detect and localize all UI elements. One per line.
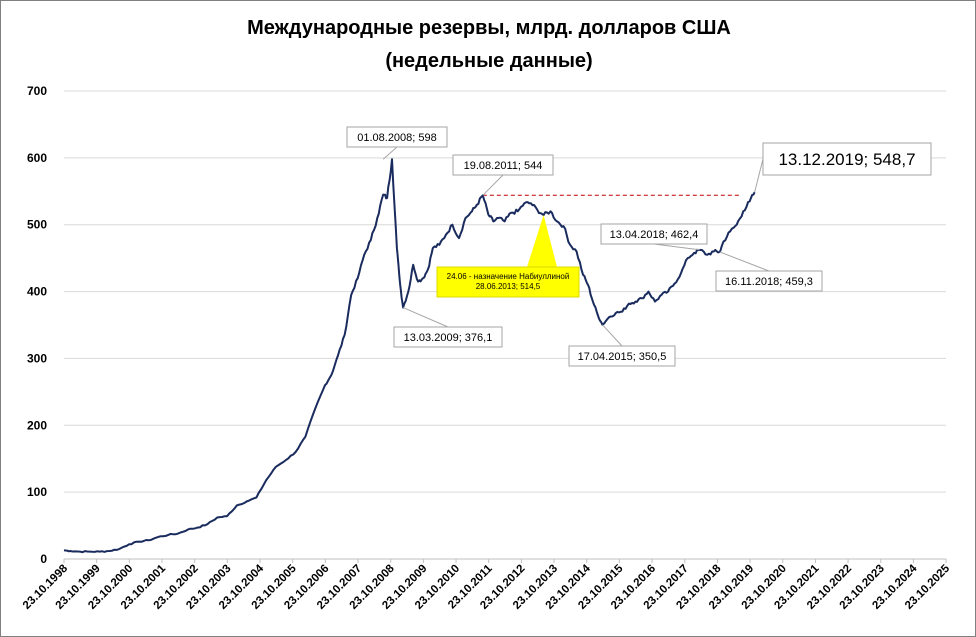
y-axis-ticks: 0 100 200 300 400 500 600 700	[27, 84, 47, 566]
series-line	[63, 158, 756, 554]
callout-box	[762, 142, 932, 176]
callout-label: 24.06 - назначение Набиуллиной	[447, 272, 570, 281]
callout-leader	[653, 243, 701, 251]
callout-box	[436, 266, 580, 298]
callout-leader	[602, 324, 623, 347]
y-tick-label: 300	[27, 351, 47, 365]
chart-title-line-1: Международные резервы, млрд. долларов СШ…	[247, 17, 731, 39]
series-lines	[63, 158, 756, 554]
y-tick-label: 600	[27, 151, 47, 165]
y-tick-label: 400	[27, 285, 47, 299]
callout-label: 13.04.2018; 462,4	[610, 229, 699, 241]
callout: 19.08.2011; 544	[452, 154, 554, 196]
callout: 13.04.2018; 462,4	[600, 223, 708, 251]
callout: 01.08.2008; 598	[346, 126, 448, 160]
callout-label: 13.03.2009; 376,1	[404, 332, 493, 344]
callout-leader	[719, 251, 770, 272]
callout-label: 28.06.2013; 514,5	[476, 282, 541, 291]
chart-title-line-2: (недельные данные)	[385, 50, 592, 72]
y-tick-label: 0	[40, 552, 47, 566]
callout-leader	[754, 158, 764, 193]
callout-label: 01.08.2008; 598	[357, 132, 437, 144]
y-tick-label: 200	[27, 418, 47, 432]
callout-box	[452, 154, 554, 176]
callout-box	[715, 270, 823, 292]
callout: 16.11.2018; 459,3	[715, 251, 823, 292]
callouts: 01.08.2008; 598 19.08.2011; 544 13.03.2009…	[346, 126, 932, 367]
y-tick-label: 100	[27, 485, 47, 499]
callout-label: 16.11.2018; 459,3	[725, 276, 813, 288]
callout-pointer	[527, 215, 557, 267]
callout-label: 19.08.2011; 544	[464, 160, 543, 172]
callout-box	[346, 126, 448, 148]
y-tick-label: 500	[27, 218, 47, 232]
callout-box	[393, 326, 503, 348]
callout-box	[568, 345, 676, 367]
callout: 24.06 - назначение Набиуллиной28.06.2013…	[436, 215, 580, 298]
callout-leader	[402, 307, 449, 328]
callout-label: 13.12.2019; 548,7	[778, 150, 915, 169]
callout: 17.04.2015; 350,5	[568, 324, 676, 367]
callout-leader	[482, 174, 504, 196]
callout-label: 17.04.2015; 350,5	[578, 351, 667, 363]
x-axis-ticks: 23.10.199823.10.199923.10.200023.10.2001…	[21, 559, 953, 612]
callout-box	[600, 223, 708, 245]
callout: 13.03.2009; 376,1	[393, 307, 503, 348]
callout-leader	[382, 146, 398, 160]
y-tick-label: 700	[27, 84, 47, 98]
callout: 13.12.2019; 548,7	[754, 142, 932, 193]
